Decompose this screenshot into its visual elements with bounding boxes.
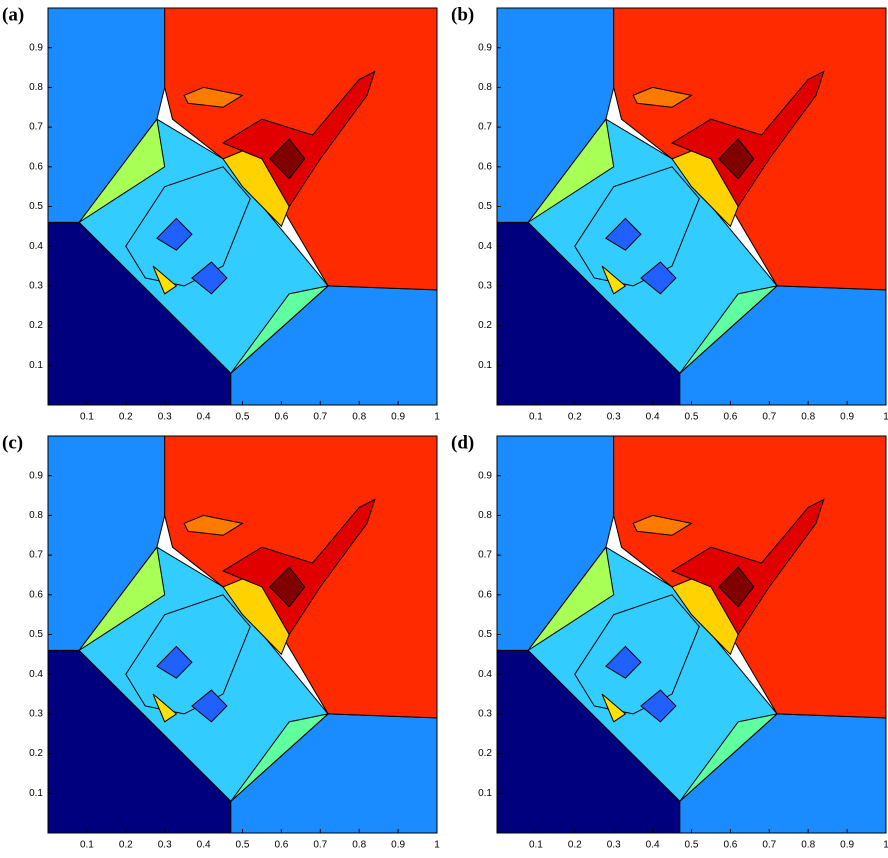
y-tick-label: 0.2 [478, 320, 492, 331]
x-tick-label: 0.1 [529, 840, 543, 851]
x-tick-label: 0.5 [236, 840, 250, 851]
panel-label: (b) [451, 4, 474, 25]
y-tick-label: 0.2 [29, 320, 43, 331]
x-tick-label: 0.7 [762, 412, 776, 423]
panel: 0.1 0.2 0.3 0.4 0.5 0.6 0.7 0.8 0.9 1 0.1 0.2 0.3 0.4… [451, 4, 888, 422]
contour-field [497, 8, 886, 405]
figure: 0.1 0.2 0.3 0.4 0.5 0.6 0.7 0.8 0.9 1 0.1 0.2 0.3 0.4… [0, 0, 888, 853]
contour-field [48, 8, 437, 405]
y-tick-label: 0.7 [478, 550, 492, 561]
contour-field [48, 436, 437, 833]
panel-label: (c) [2, 432, 23, 453]
x-tick-label: 0.7 [313, 412, 327, 423]
x-tick-label: 0.2 [119, 840, 133, 851]
panel-label: (d) [451, 432, 474, 453]
y-tick-label: 0.3 [29, 281, 43, 292]
y-tick-label: 0.3 [478, 281, 492, 292]
panel: 0.1 0.2 0.3 0.4 0.5 0.6 0.7 0.8 0.9 1 0.1 0.2 0.3 0.4… [451, 432, 888, 850]
panel: 0.1 0.2 0.3 0.4 0.5 0.6 0.7 0.8 0.9 1 0.1 0.2 0.3 0.4… [2, 432, 440, 850]
y-tick-label: 0.2 [478, 748, 492, 759]
x-tick-label: 0.9 [391, 412, 405, 423]
y-tick-label: 0.6 [478, 161, 492, 172]
x-tick-label: 0.5 [685, 412, 699, 423]
y-tick-label: 0.6 [29, 589, 43, 600]
x-tick-label: 0.3 [158, 412, 172, 423]
x-tick-label: 0.4 [646, 840, 660, 851]
x-tick-label: 0.8 [801, 840, 815, 851]
x-tick-label: 0.6 [723, 840, 737, 851]
y-tick-label: 0.8 [478, 82, 492, 93]
x-tick-label: 0.6 [274, 412, 288, 423]
x-tick-label: 0.5 [685, 840, 699, 851]
x-tick-label: 0.9 [391, 840, 405, 851]
y-tick-label: 0.3 [478, 709, 492, 720]
x-tick-label: 0.7 [762, 840, 776, 851]
y-tick-label: 0.4 [478, 241, 492, 252]
x-tick-label: 0.2 [119, 412, 133, 423]
x-tick-label: 0.4 [197, 412, 211, 423]
y-tick-label: 0.6 [29, 161, 43, 172]
x-tick-label: 0.6 [723, 412, 737, 423]
panel: 0.1 0.2 0.3 0.4 0.5 0.6 0.7 0.8 0.9 1 0.1 0.2 0.3 0.4… [2, 4, 440, 422]
contour-field [497, 436, 886, 833]
x-tick-label: 0.8 [352, 412, 366, 423]
x-tick-label: 0.9 [840, 412, 854, 423]
y-tick-label: 0.4 [29, 241, 43, 252]
x-tick-label: 1 [434, 412, 440, 423]
x-tick-label: 0.8 [352, 840, 366, 851]
x-tick-label: 0.3 [607, 840, 621, 851]
y-tick-label: 0.4 [478, 669, 492, 680]
y-tick-label: 0.5 [478, 629, 492, 640]
x-tick-label: 0.1 [80, 840, 94, 851]
y-tick-label: 0.1 [478, 360, 492, 371]
x-tick-label: 0.1 [529, 412, 543, 423]
x-tick-label: 0.1 [80, 412, 94, 423]
y-tick-label: 0.9 [29, 42, 43, 53]
y-tick-label: 0.7 [478, 122, 492, 133]
x-tick-label: 1 [883, 840, 888, 851]
x-tick-label: 0.4 [646, 412, 660, 423]
y-tick-label: 0.7 [29, 122, 43, 133]
y-tick-label: 0.9 [29, 470, 43, 481]
y-tick-label: 0.6 [478, 589, 492, 600]
y-tick-label: 0.8 [478, 510, 492, 521]
x-tick-label: 0.3 [158, 840, 172, 851]
y-tick-label: 0.1 [29, 788, 43, 799]
x-tick-label: 0.8 [801, 412, 815, 423]
x-tick-label: 0.4 [197, 840, 211, 851]
y-tick-label: 0.5 [29, 629, 43, 640]
panel-label: (a) [2, 4, 24, 25]
x-tick-label: 0.5 [236, 412, 250, 423]
y-tick-label: 0.9 [478, 470, 492, 481]
x-tick-label: 1 [434, 840, 440, 851]
y-tick-label: 0.8 [29, 82, 43, 93]
x-tick-label: 0.3 [607, 412, 621, 423]
x-tick-label: 0.2 [568, 840, 582, 851]
y-tick-label: 0.9 [478, 42, 492, 53]
y-tick-label: 0.2 [29, 748, 43, 759]
y-tick-label: 0.7 [29, 550, 43, 561]
y-tick-label: 0.8 [29, 510, 43, 521]
y-tick-label: 0.3 [29, 709, 43, 720]
y-tick-label: 0.5 [478, 201, 492, 212]
x-tick-label: 0.2 [568, 412, 582, 423]
x-tick-label: 0.9 [840, 840, 854, 851]
y-tick-label: 0.1 [478, 788, 492, 799]
x-tick-label: 0.6 [274, 840, 288, 851]
x-tick-label: 1 [883, 412, 888, 423]
x-tick-label: 0.7 [313, 840, 327, 851]
y-tick-label: 0.4 [29, 669, 43, 680]
y-tick-label: 0.5 [29, 201, 43, 212]
y-tick-label: 0.1 [29, 360, 43, 371]
